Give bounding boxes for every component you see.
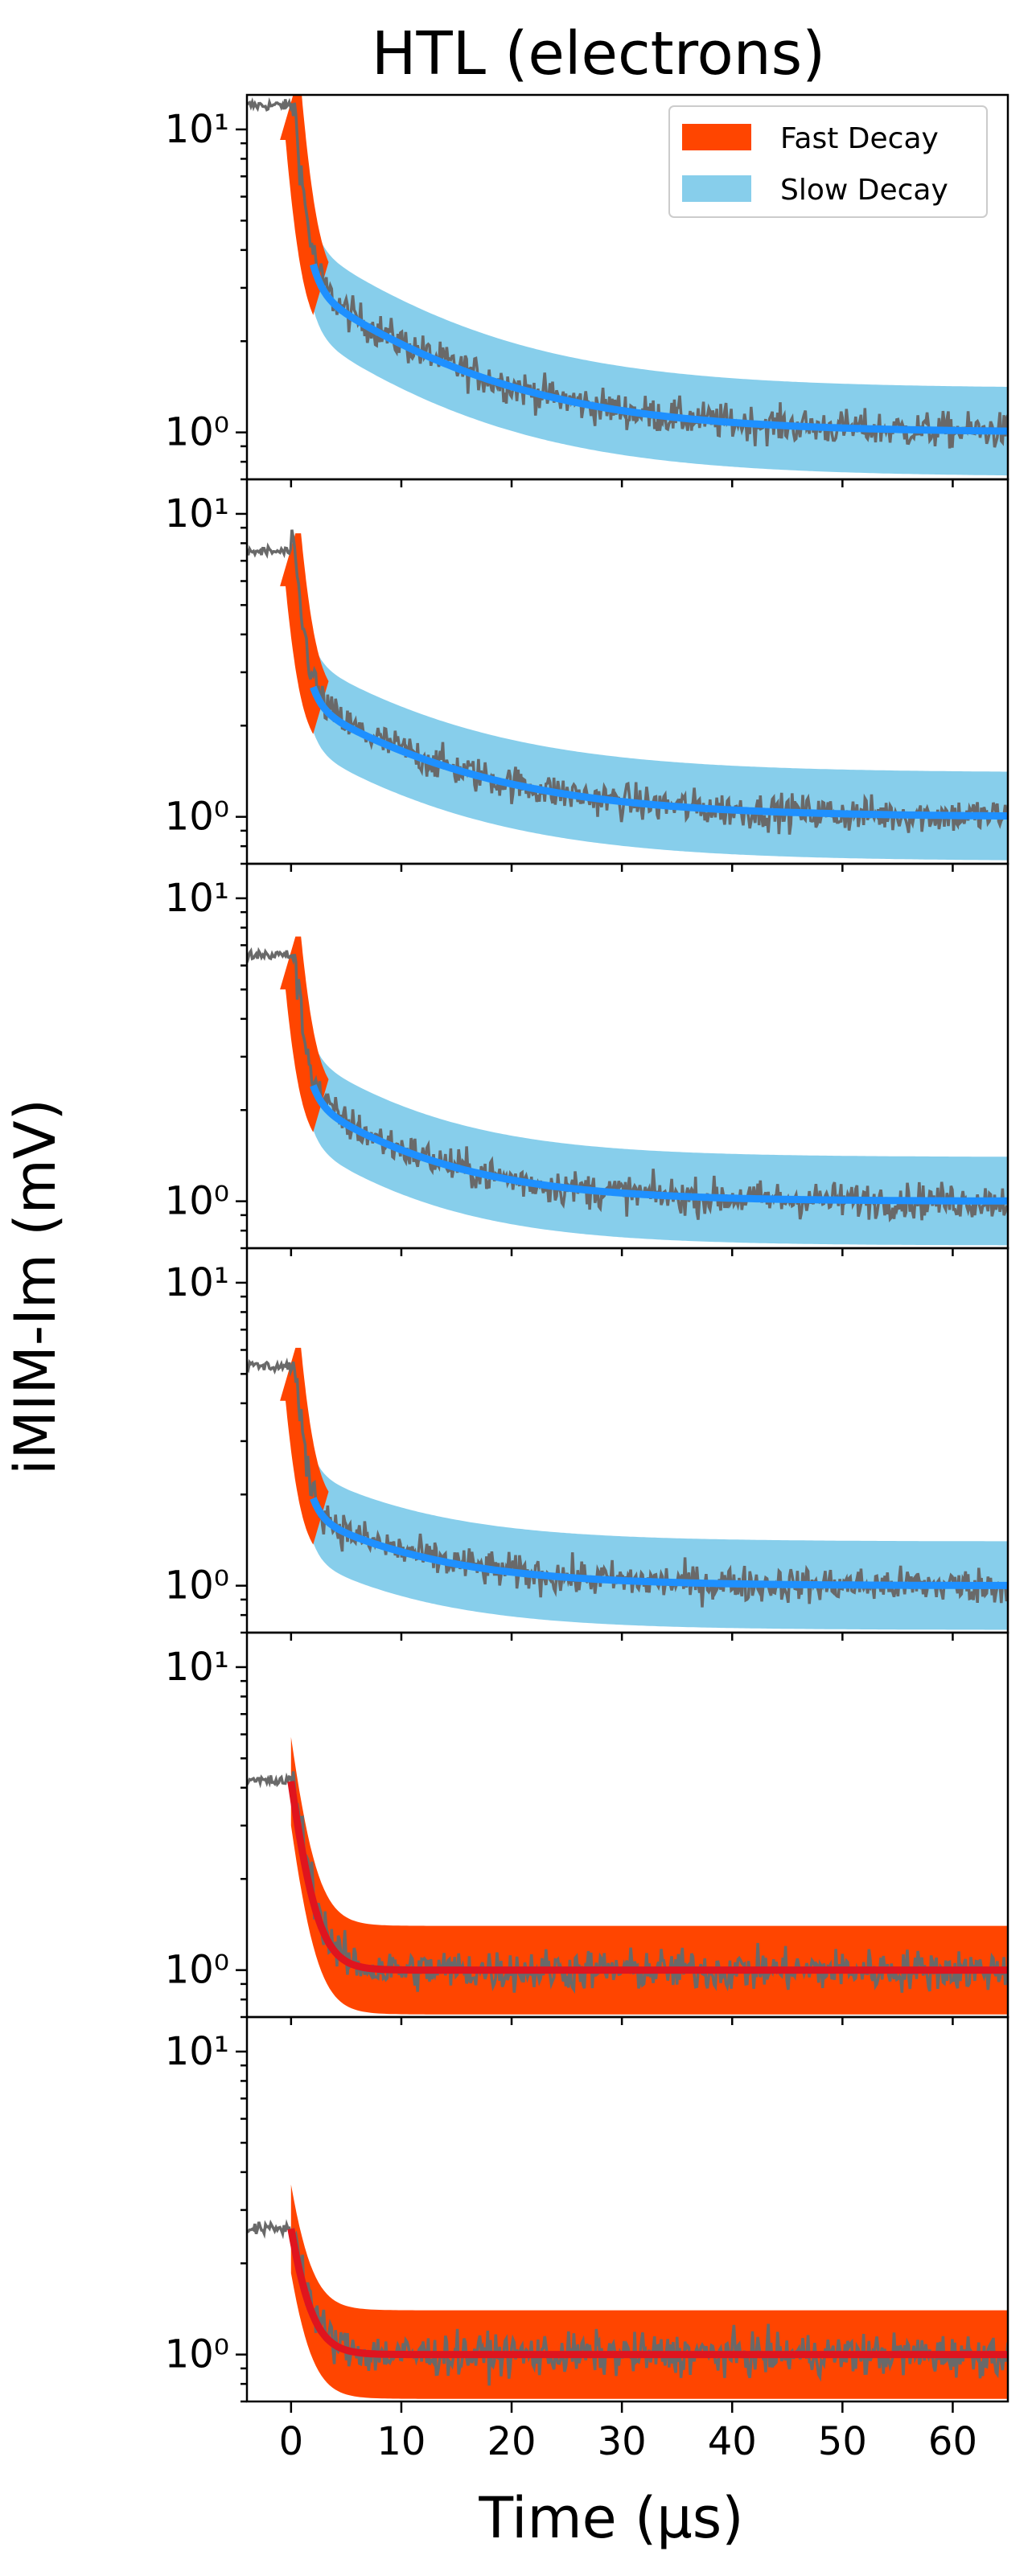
fast-fit-line [287, 2228, 1008, 2359]
legend-swatch-fast [682, 124, 751, 150]
x-tick-label: 50 [818, 2419, 867, 2464]
fast-fit-line [287, 1781, 1008, 1974]
x-tick-label: 60 [928, 2419, 977, 2464]
y-tick-label: 10¹ [165, 1260, 229, 1305]
y-tick-label: 10¹ [165, 2029, 229, 2074]
panel-4-series [247, 1347, 1008, 1630]
slow-decay-band [313, 220, 1008, 476]
data-trace [247, 1771, 1008, 1995]
x-tick-label: 20 [487, 2419, 537, 2464]
panel-1-series [247, 95, 1008, 476]
slow-decay-band [313, 1454, 1008, 1630]
legend: Fast Decay Slow Decay [668, 105, 988, 218]
y-tick-label: 10¹ [165, 876, 229, 921]
slow-fit-line [310, 685, 1008, 820]
y-tick-label: 10⁰ [165, 1948, 229, 1993]
chart-title: HTL (electrons) [372, 19, 825, 88]
y-tick-label: 10¹ [165, 1645, 229, 1690]
slow-decay-band [313, 643, 1008, 861]
fast-decay-band [290, 2184, 1008, 2399]
panel-5-series [247, 1736, 1008, 2015]
y-tick-label: 10⁰ [165, 1563, 229, 1608]
legend-swatch-slow [682, 175, 751, 202]
slow-fit-line [310, 1497, 1008, 1589]
panel-6-series [247, 2184, 1008, 2399]
y-axis-title: iMIM-Im (mV) [2, 1099, 68, 1475]
x-axis-title: Time (µs) [478, 2485, 743, 2551]
legend-label-slow: Slow Decay [780, 174, 948, 207]
y-tick-label: 10⁰ [165, 410, 229, 455]
x-tick-label: 40 [708, 2419, 757, 2464]
panels-group: 10⁰ 10¹ 10⁰ 10¹ 10⁰ 10¹ 10⁰ 10¹ 10⁰ 10¹ 10⁰ 10¹ 0 10 2… [165, 93, 1009, 2464]
fast-decay-band [290, 1736, 1008, 2015]
y-tick-label: 10⁰ [165, 2332, 229, 2377]
x-tick-label: 0 [279, 2419, 304, 2464]
slow-fit-line [310, 263, 1008, 435]
y-tick-label: 10¹ [165, 491, 229, 536]
y-tick-label: 10⁰ [165, 795, 229, 840]
y-tick-label: 10¹ [165, 107, 229, 152]
slow-fit-line [310, 1084, 1008, 1205]
x-tick-label: 10 [376, 2419, 426, 2464]
panel-3-series [247, 936, 1008, 1246]
legend-label-fast: Fast Decay [780, 122, 939, 155]
x-tick-label: 30 [598, 2419, 647, 2464]
y-tick-label: 10⁰ [165, 1179, 229, 1224]
panel-2-series [247, 529, 1008, 861]
